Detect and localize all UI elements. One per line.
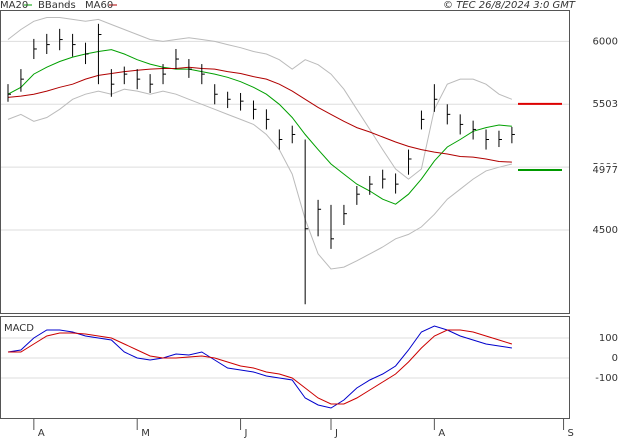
x-tick-label: J xyxy=(334,428,338,439)
y-tick-label: 100 xyxy=(599,333,618,344)
line-2 xyxy=(7,66,512,163)
macd-line-1 xyxy=(8,329,513,405)
x-tick-label: S xyxy=(568,428,574,439)
x-tick-label: M xyxy=(141,428,150,439)
legend-label: MA60 xyxy=(85,0,113,11)
marker-bg xyxy=(586,97,620,110)
line-1 xyxy=(7,17,513,180)
line-0 xyxy=(7,49,512,205)
x-tick-label: A xyxy=(38,428,45,439)
marker-label: 5503 xyxy=(593,99,618,110)
price-panel xyxy=(0,10,570,314)
marker-label: 4977 xyxy=(593,165,618,176)
marker-bg xyxy=(586,164,620,177)
y-tick-label: 4500 xyxy=(593,225,618,236)
source: © TEC 26/8/2024 3:0 GMT xyxy=(443,0,576,11)
x-tick-label: A xyxy=(438,428,445,439)
band-lower xyxy=(7,88,513,270)
y-tick-label: -100 xyxy=(595,373,618,384)
macd-panel xyxy=(0,316,570,419)
legend-label: BBands xyxy=(38,0,76,11)
x-tick-label: J xyxy=(244,428,248,439)
y-tick-label: 0 xyxy=(612,353,618,364)
macd-title: MACD xyxy=(4,323,34,334)
y-tick-label: 6000 xyxy=(593,36,618,47)
legend-label: MA20 xyxy=(0,0,28,11)
macd-line-0 xyxy=(7,325,512,409)
